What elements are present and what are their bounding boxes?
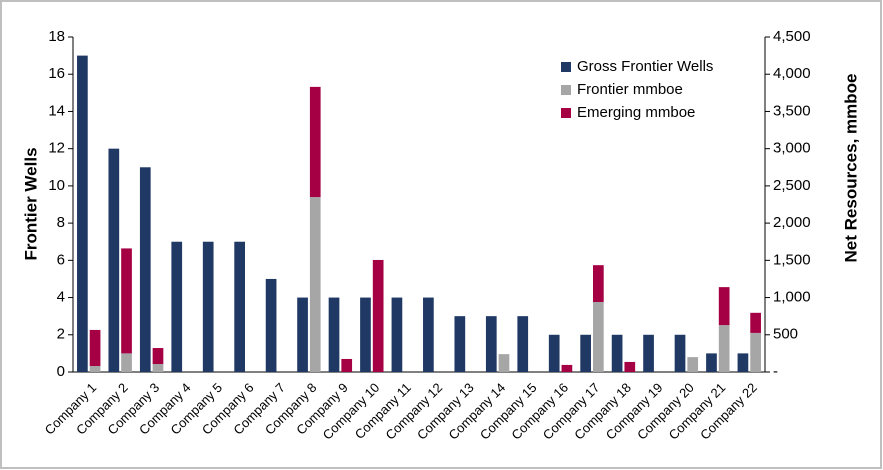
y-tick-label: 10 [48, 177, 65, 194]
stacked-bar [593, 265, 604, 303]
bar [265, 278, 277, 372]
stacked-bar [687, 357, 699, 372]
y-tick-label: 8 [57, 214, 65, 231]
bar [674, 334, 686, 372]
stacked-bar [593, 302, 604, 372]
bar [234, 241, 245, 372]
bar [454, 316, 466, 372]
bar [391, 297, 403, 372]
y2-tick-label: 4,000 [773, 65, 811, 82]
bar [580, 334, 591, 372]
legend-swatch [561, 85, 571, 95]
stacked-bar [750, 332, 761, 372]
bar [171, 241, 183, 372]
y-tick-label: 2 [57, 326, 65, 343]
legend-swatch [561, 108, 571, 118]
y-tick-label: 4 [57, 289, 65, 306]
legend-label: Gross Frontier Wells [577, 58, 713, 75]
y2-tick-label: 1,000 [773, 289, 811, 306]
stacked-bar [750, 312, 761, 333]
y-tick-label: 18 [48, 28, 65, 45]
stacked-bar [718, 325, 730, 372]
stacked-bar [152, 348, 164, 365]
legend-swatch [561, 62, 571, 72]
stacked-bar [561, 364, 573, 372]
bar [108, 148, 120, 372]
y-axis-label: Frontier Wells [21, 147, 40, 260]
bar [202, 241, 214, 372]
stacked-bar [309, 197, 321, 372]
stacked-bar [121, 353, 132, 372]
y2-tick-label: 2,500 [773, 177, 811, 194]
legend-label: Emerging mmboe [577, 104, 695, 121]
bar [77, 55, 88, 372]
bar [737, 353, 749, 372]
stacked-bar [89, 366, 101, 372]
bar [485, 316, 497, 372]
bar [139, 167, 151, 372]
y2-tick-label: - [773, 363, 778, 380]
stacked-bar [309, 86, 321, 198]
bar [517, 316, 529, 372]
stacked-bar [89, 329, 101, 367]
bar [360, 297, 371, 372]
stacked-bar [372, 259, 384, 372]
y2-axis-label: Net Resources, mmboe [841, 74, 860, 263]
stacked-bar [152, 364, 164, 372]
bar [423, 297, 434, 372]
y-tick-label: 0 [57, 363, 65, 380]
y-tick-label: 6 [57, 251, 65, 268]
y2-tick-label: 3,000 [773, 140, 811, 157]
bar [706, 353, 717, 372]
bar [297, 297, 308, 372]
stacked-bar [624, 361, 636, 372]
stacked-bar [341, 358, 353, 372]
y2-tick-label: 1,500 [773, 251, 811, 268]
bar [611, 334, 623, 372]
y2-tick-label: 3,500 [773, 102, 811, 119]
y2-tick-label: 500 [773, 326, 798, 343]
y-tick-label: 16 [48, 65, 65, 82]
stacked-bar [498, 354, 510, 372]
legend-label: Frontier mmboe [577, 81, 683, 98]
y2-tick-label: 2,000 [773, 214, 811, 231]
bar [328, 297, 340, 372]
y-tick-label: 14 [48, 102, 65, 119]
stacked-bar [121, 248, 132, 354]
y-tick-label: 12 [48, 140, 65, 157]
y2-tick-label: 4,500 [773, 28, 811, 45]
bar [643, 334, 654, 372]
stacked-bar [718, 287, 730, 326]
bar [548, 334, 560, 372]
